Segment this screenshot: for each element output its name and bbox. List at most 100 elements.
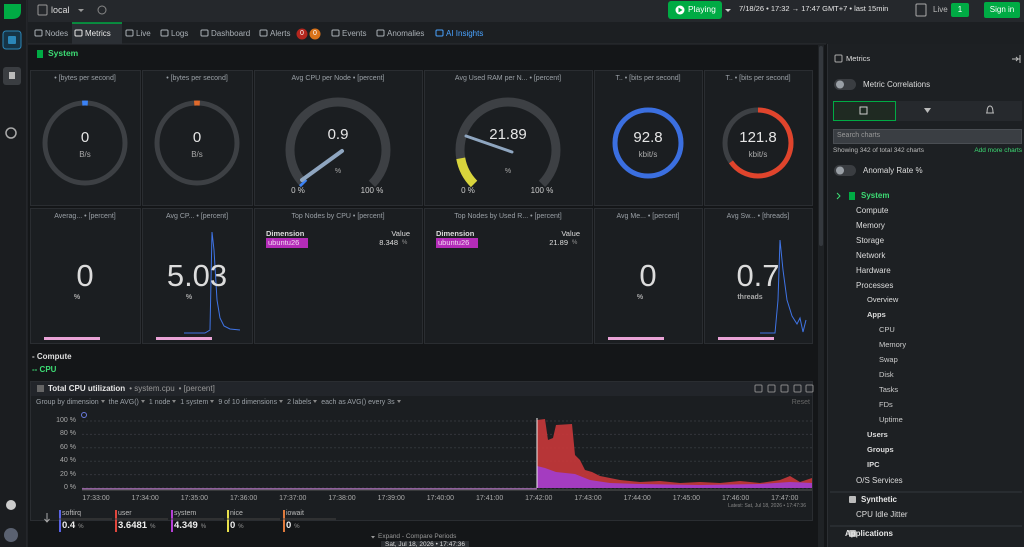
tree-item[interactable]: Hardware bbox=[856, 266, 891, 275]
legend-arrow-head bbox=[44, 518, 50, 523]
tree-item[interactable]: Network bbox=[856, 251, 886, 260]
tree-item[interactable]: CPU bbox=[879, 325, 895, 334]
tree-item[interactable]: Swap bbox=[879, 355, 898, 364]
toolbar-item[interactable]: the AVG() bbox=[108, 399, 139, 406]
time-bar bbox=[44, 337, 100, 340]
tab-label[interactable]: Alerts bbox=[270, 29, 291, 38]
chart-units: • [percent] bbox=[178, 384, 215, 393]
tree-item[interactable]: System bbox=[861, 191, 890, 200]
toolbar-item[interactable]: Group by dimension bbox=[36, 399, 99, 406]
tree-item[interactable]: Processes bbox=[856, 281, 894, 290]
tab-label[interactable]: Live bbox=[136, 29, 151, 38]
tree-item[interactable]: Uptime bbox=[879, 415, 903, 424]
legend-name[interactable]: nice bbox=[230, 510, 243, 517]
chart-context: • system.cpu bbox=[129, 384, 175, 393]
tree-item[interactable]: Storage bbox=[856, 236, 885, 245]
tab-label[interactable]: Dashboard bbox=[211, 29, 251, 38]
search-placeholder[interactable]: Search charts bbox=[837, 132, 881, 139]
alert-badge bbox=[309, 28, 321, 40]
tab-label[interactable]: AI Insights bbox=[446, 29, 484, 38]
tab-label[interactable]: Logs bbox=[171, 29, 189, 38]
time-bar bbox=[718, 337, 774, 340]
tree-item[interactable]: O/S Services bbox=[856, 476, 903, 485]
row-name: ubuntu26 bbox=[268, 238, 300, 247]
panel bbox=[254, 208, 423, 344]
panel bbox=[254, 70, 423, 206]
tree-icon bbox=[849, 192, 855, 200]
nav-avatar bbox=[4, 528, 18, 542]
gauge-max: 100 % bbox=[360, 186, 384, 195]
tree-item[interactable]: Overview bbox=[867, 295, 899, 304]
x-tick-label: 17:42:00 bbox=[525, 495, 553, 502]
toolbar-item[interactable]: 2 labels bbox=[287, 399, 312, 406]
toolbar-item[interactable]: 1 node bbox=[148, 399, 171, 406]
subsection: -- CPU bbox=[32, 365, 57, 374]
tree-item[interactable]: Users bbox=[867, 430, 888, 439]
tree-item[interactable]: Disk bbox=[879, 370, 894, 379]
playing-status[interactable]: Playing bbox=[688, 4, 716, 14]
gauge-title: Avg CPU per Node • [percent] bbox=[291, 75, 385, 82]
gauge-needle bbox=[300, 149, 344, 182]
live-count: 1 bbox=[957, 5, 963, 14]
toolbar-item[interactable]: each as AVG() every 3s bbox=[321, 399, 395, 406]
tab-icon bbox=[74, 29, 83, 37]
tree-icon bbox=[849, 496, 856, 503]
chart-reset[interactable]: Reset bbox=[791, 399, 810, 406]
toolbar-item[interactable]: 9 of 10 dimensions bbox=[218, 399, 278, 406]
chart-toolbar: Group by dimension the AVG() 1 node 1 syste… bbox=[36, 399, 405, 407]
tree-item[interactable]: Groups bbox=[867, 445, 894, 454]
nav-icon-inner bbox=[8, 36, 16, 44]
time-range[interactable]: 7/18/26 • 17:32 → 17:47 GMT+7 • last 15m… bbox=[739, 4, 889, 13]
tree-item[interactable]: CPU Idle Jitter bbox=[856, 510, 908, 519]
tree-item[interactable]: Apps bbox=[867, 310, 886, 319]
sign-in[interactable]: Sign in bbox=[989, 5, 1015, 14]
legend-name[interactable]: system bbox=[174, 510, 197, 517]
tab-label[interactable]: Anomalies bbox=[387, 29, 425, 38]
legend-name[interactable]: user bbox=[118, 510, 132, 517]
chart-tool-icon bbox=[780, 384, 789, 393]
legend-name[interactable]: softirq bbox=[62, 510, 82, 517]
caret bbox=[100, 400, 105, 404]
tab-label[interactable]: Events bbox=[342, 29, 367, 38]
add-more-charts[interactable]: Add more charts bbox=[974, 147, 1022, 154]
gauge-track bbox=[455, 97, 561, 188]
row-unit: % bbox=[402, 240, 408, 246]
tree-item[interactable]: Memory bbox=[879, 340, 907, 349]
tree-item[interactable]: Synthetic bbox=[861, 495, 898, 504]
toolbar-item[interactable]: 1 system bbox=[180, 399, 209, 406]
expand-link[interactable]: Expand - Compare Periods bbox=[378, 533, 457, 540]
legend-value: 4.349% bbox=[174, 520, 206, 532]
x-tick-label: 17:40:00 bbox=[426, 495, 455, 502]
tree-item[interactable]: Compute bbox=[856, 206, 889, 215]
toggle-label[interactable]: Anomaly Rate % bbox=[863, 166, 923, 175]
alert-badge bbox=[296, 28, 308, 40]
tree-item[interactable]: FDs bbox=[879, 400, 893, 409]
gauge-value: 0 bbox=[192, 129, 202, 146]
toggle-label[interactable]: Metric Correlations bbox=[863, 80, 931, 89]
gauge-min: 0 % bbox=[291, 186, 305, 195]
gauge-value: 92.8 bbox=[633, 129, 663, 146]
caret bbox=[210, 400, 215, 404]
panel bbox=[424, 208, 593, 344]
tab-label[interactable]: Metrics bbox=[85, 29, 111, 38]
tree-item[interactable]: Memory bbox=[856, 221, 885, 230]
expand-caret bbox=[371, 536, 375, 539]
row-bar bbox=[266, 238, 308, 248]
x-tick-label: 17:36:00 bbox=[229, 495, 258, 502]
x-tick-label: 17:41:00 bbox=[475, 495, 504, 502]
panel bbox=[704, 70, 813, 206]
tab-label[interactable]: Nodes bbox=[45, 29, 69, 38]
y-tick-label: 100 % bbox=[56, 417, 76, 424]
x-tick-label: 17:44:00 bbox=[623, 495, 651, 502]
legend-name[interactable]: iowait bbox=[286, 510, 304, 517]
tree-item[interactable]: IPC bbox=[867, 460, 880, 469]
tree-item[interactable]: Tasks bbox=[879, 385, 899, 394]
tree-item[interactable]: Applications bbox=[845, 529, 894, 538]
tab-icon bbox=[125, 29, 134, 37]
nav-icon-node-inner bbox=[9, 72, 15, 79]
left-sidebar bbox=[0, 0, 27, 547]
gauge-ring bbox=[612, 107, 684, 179]
side-panel bbox=[828, 44, 1024, 547]
x-tick-label: 17:39:00 bbox=[377, 495, 405, 502]
